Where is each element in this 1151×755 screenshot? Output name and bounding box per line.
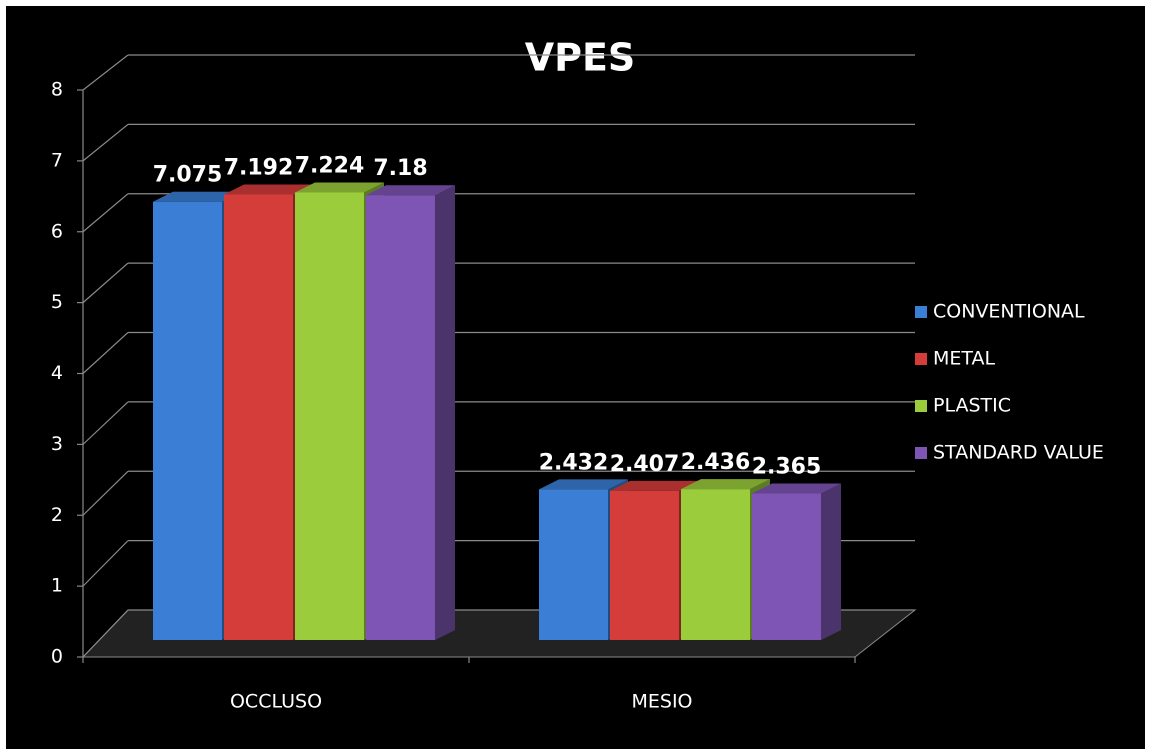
bar-side-shade [821,483,841,640]
data-label: 7.192 [224,155,294,180]
bar-top-shade [366,185,455,196]
x-tick-label: MESIO [631,691,692,713]
bar-top [366,185,455,196]
bar-top-shade [295,182,384,193]
y-tick-label: 2 [51,504,63,526]
bar-top [539,479,628,490]
data-label: 2.407 [610,452,680,477]
y-tick-label: 5 [51,291,63,313]
chart-title: VPES [525,36,636,80]
grid-diagonal [82,332,129,374]
bar-top-shade [224,184,313,195]
bar-side [435,185,455,640]
bar-side-shade [435,185,455,640]
bar-top-shade [153,191,242,202]
data-label: 7.075 [153,163,223,188]
grid-diagonal [82,540,129,587]
bar [295,192,364,640]
y-tick-label: 8 [51,79,63,101]
data-label: 2.436 [681,450,751,475]
bar-top [153,191,242,202]
legend-label: METAL [933,348,996,370]
bar-top [295,182,384,193]
grid-diagonal [82,609,129,658]
bar-side [821,483,841,640]
y-tick-label: 1 [51,575,63,597]
bar [681,489,750,640]
y-tick-label: 0 [51,646,63,668]
bar-top-shade [681,479,770,490]
bar-group [366,185,455,640]
y-tick-label: 6 [51,220,63,242]
data-label: 2.432 [539,450,609,475]
y-tick-label: 4 [51,362,63,384]
legend-swatch [915,400,927,412]
bar-top [610,480,699,491]
y-tick-label: 3 [51,433,63,455]
legend-swatch [915,306,927,318]
bar-top [752,483,841,494]
bar-top [224,184,313,195]
legend-label: STANDARD VALUE [933,442,1104,464]
bar [539,489,608,640]
legend-label: CONVENTIONAL [933,301,1085,323]
grid-diagonal [82,470,129,516]
grid-diagonal [82,262,129,304]
bar [153,201,222,641]
legend-label: PLASTIC [933,395,1011,417]
bar-top-shade [539,479,628,490]
bar [224,194,293,640]
grid-diagonal [82,123,129,162]
bar-top-shade [752,483,841,494]
data-label: 2.365 [752,454,822,479]
legend-swatch [915,447,927,459]
grid-diagonal [82,193,129,233]
y-tick-label: 7 [51,149,63,171]
bar [752,493,821,640]
bar-top-shade [610,480,699,491]
grid-diagonal [82,54,129,91]
data-label: 7.224 [295,153,365,178]
legend-swatch [915,353,927,365]
x-tick-label: OCCLUSO [230,691,322,713]
data-label: 7.18 [373,156,427,181]
bar [610,490,679,640]
bar-group [752,483,841,640]
bar [366,195,435,640]
bar-top [681,479,770,490]
grid-diagonal [82,401,129,445]
